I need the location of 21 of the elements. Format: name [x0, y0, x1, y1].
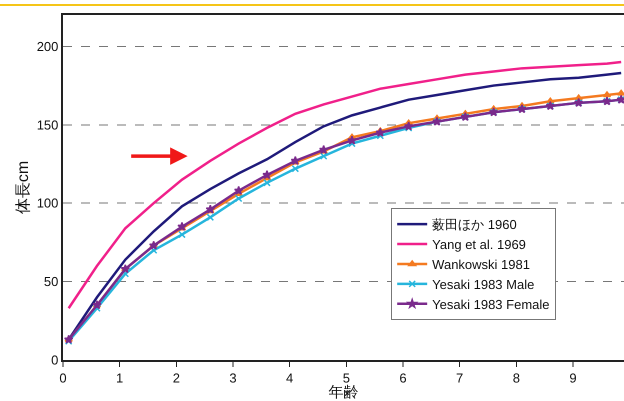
y-tick-label: 0 [51, 352, 58, 368]
y-tick-label: 100 [36, 196, 58, 211]
x-tick-label: 5 [342, 370, 350, 386]
y-tick-label: 50 [44, 274, 58, 290]
x-tick-label: 7 [456, 370, 464, 386]
y-tick-label: 150 [36, 117, 58, 132]
x-tick-label: 1 [116, 370, 124, 386]
legend-label: 薮田ほか 1960 [432, 217, 517, 232]
y-tick-label: 200 [36, 38, 58, 54]
x-axis-title: 年齢 [328, 384, 358, 401]
legend-label: Yesaki 1983 Female [432, 296, 550, 312]
legend-label: Yesaki 1983 Male [432, 276, 534, 292]
x-tick-label: 3 [229, 370, 237, 386]
x-tick-label: 2 [172, 370, 180, 386]
x-tick-label: 8 [512, 370, 520, 386]
x-tick-label: 4 [286, 370, 294, 386]
x-tick-label: 6 [399, 370, 407, 386]
legend-label: Wankowski 1981 [432, 257, 530, 272]
x-tick-label: 9 [569, 370, 577, 386]
y-axis-title: 体長cm [15, 160, 32, 214]
legend-label: Yang et al. 1969 [432, 237, 526, 252]
